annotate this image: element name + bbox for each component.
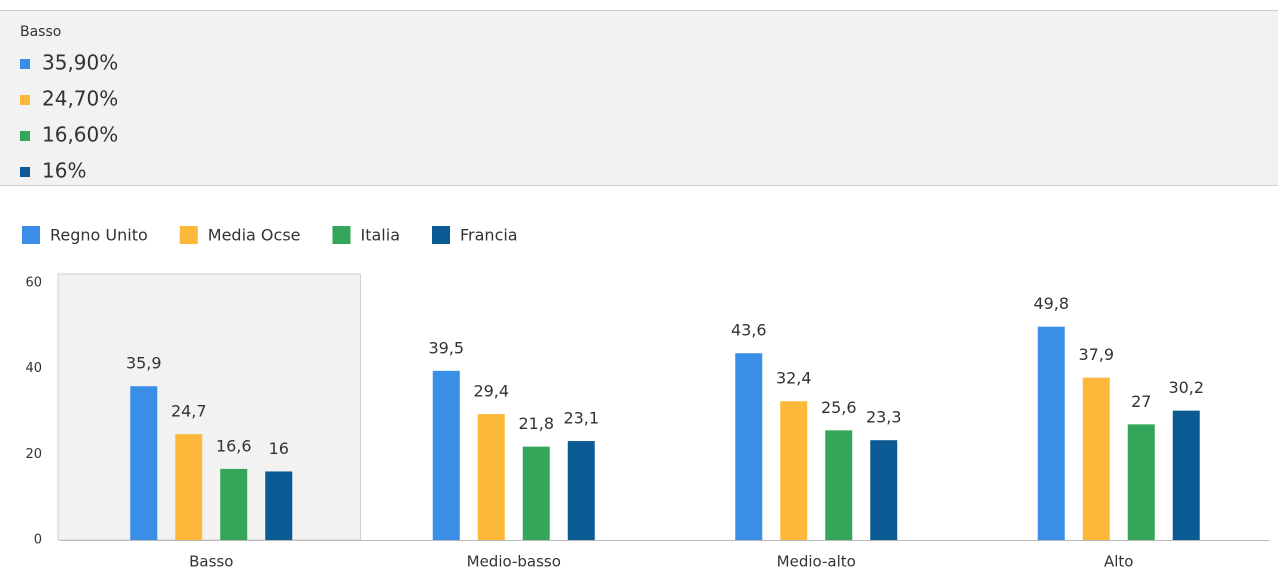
bar <box>870 440 898 540</box>
bar <box>1082 377 1110 540</box>
bar <box>220 468 248 540</box>
legend-label: Regno Unito <box>50 226 148 245</box>
tooltip-swatch <box>20 131 30 141</box>
legend-label: Media Ocse <box>208 226 301 245</box>
data-label: 23,3 <box>866 408 902 427</box>
bar <box>1127 424 1155 540</box>
x-tick-label: Alto <box>1104 553 1134 571</box>
tooltip-swatch <box>20 59 30 69</box>
bar <box>567 441 595 540</box>
y-tick-label: 60 <box>25 276 42 291</box>
tooltip-title: Basso <box>20 24 61 40</box>
tooltip-value: 16,60% <box>42 123 118 147</box>
tooltip-value: 16% <box>42 159 86 183</box>
data-label: 23,1 <box>563 409 599 428</box>
y-tick-label: 20 <box>25 447 42 462</box>
bar <box>780 401 808 540</box>
highlight-band <box>57 273 361 541</box>
legend-label: Francia <box>460 226 518 245</box>
data-label: 29,4 <box>473 382 509 401</box>
legend-label: Italia <box>361 226 401 245</box>
x-tick-label: Medio-basso <box>467 553 561 571</box>
y-tick-label: 0 <box>34 533 42 548</box>
tooltip-value: 24,70% <box>42 87 118 111</box>
tooltip-panel <box>0 10 1278 186</box>
data-label: 32,4 <box>776 369 812 388</box>
legend-swatch <box>179 226 198 244</box>
bar <box>735 353 763 540</box>
bar <box>1037 326 1065 540</box>
legend-swatch <box>432 226 450 244</box>
legend-swatch <box>332 226 351 244</box>
data-label: 24,7 <box>171 402 207 421</box>
y-tick-label: 40 <box>25 361 42 376</box>
data-label: 39,5 <box>428 338 464 357</box>
data-label: 16,6 <box>216 436 252 455</box>
bar <box>522 446 550 540</box>
data-label: 43,6 <box>731 321 767 340</box>
data-label: 37,9 <box>1078 345 1114 364</box>
data-label: 16 <box>269 439 289 458</box>
data-label: 21,8 <box>518 414 554 433</box>
bar <box>825 430 853 540</box>
bar <box>432 370 460 540</box>
data-label: 25,6 <box>821 398 857 417</box>
data-label: 35,9 <box>126 354 162 373</box>
bar <box>175 434 203 540</box>
tooltip-swatch <box>20 95 30 105</box>
data-label: 49,8 <box>1033 294 1069 313</box>
x-tick-label: Basso <box>189 553 233 571</box>
tooltip-swatch <box>20 167 30 177</box>
bar <box>1172 410 1200 540</box>
legend-swatch <box>22 226 40 244</box>
bar <box>265 471 293 540</box>
data-label: 30,2 <box>1168 378 1204 397</box>
bar <box>477 414 505 540</box>
data-label: 27 <box>1131 392 1151 411</box>
bar <box>130 386 158 540</box>
x-tick-label: Medio-alto <box>777 553 856 571</box>
tooltip-value: 35,90% <box>42 51 118 75</box>
